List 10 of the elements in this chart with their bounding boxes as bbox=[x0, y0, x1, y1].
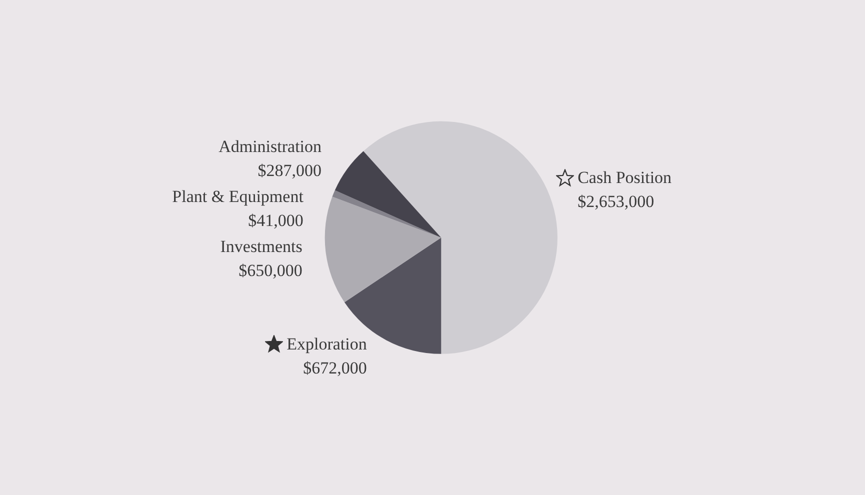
slice-label: Plant & Equipment bbox=[172, 187, 304, 206]
data-label: $650,000 bbox=[238, 261, 302, 280]
data-label: $41,000 bbox=[248, 211, 304, 230]
data-label: $2,653,000 bbox=[578, 192, 654, 212]
slice-label: Investments bbox=[220, 237, 302, 256]
slice-label: Exploration bbox=[286, 334, 368, 354]
data-label: $672,000 bbox=[303, 358, 367, 378]
data-label: $287,000 bbox=[258, 161, 322, 180]
slice-label: Cash Position bbox=[578, 168, 672, 188]
slice-label: Administration bbox=[218, 137, 322, 156]
